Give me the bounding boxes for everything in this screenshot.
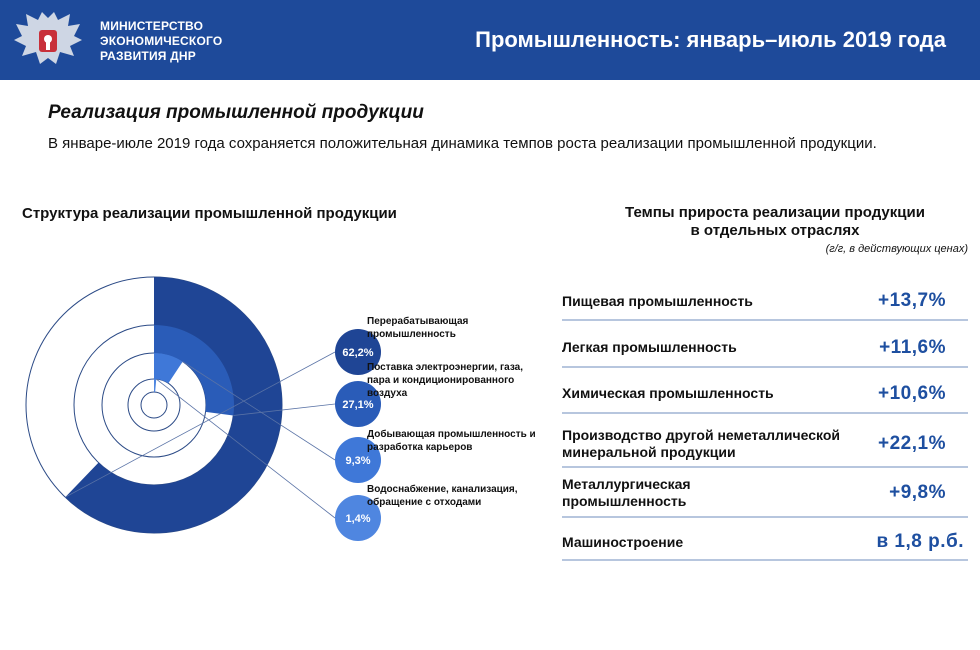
industry-label: Производство другой неметаллической мине… — [562, 427, 841, 460]
page-title: Промышленность: январь–июль 2019 года — [475, 27, 946, 52]
table-row: Металлургическая промышленность +9,8% — [562, 470, 968, 518]
value-label: 62,2% — [342, 347, 373, 359]
radial-bar-chart: 62,2% 27,1% 9,3% 1,4% — [25, 276, 381, 541]
leader-line — [233, 403, 336, 416]
table-row: Легкая промышленность +11,6% — [562, 329, 968, 368]
section-title: Реализация промышленной продукции — [48, 102, 424, 123]
legend-label: Водоснабжение, канализация, обращение с … — [367, 484, 518, 508]
radial-bar — [65, 277, 283, 533]
leader-line — [182, 361, 336, 461]
table-row: Производство другой неметаллической мине… — [562, 422, 968, 468]
industry-label: Пищевая промышленность — [562, 292, 753, 309]
value-circle — [335, 381, 381, 427]
growth-value: +11,6% — [879, 336, 946, 358]
growth-value: +22,1% — [878, 433, 946, 454]
industry-label: Химическая промышленность — [562, 385, 774, 401]
header-bar: МИНИСТЕРСТВО ЭКОНОМИЧЕСКОГО РАЗВИТИЯ ДНР… — [0, 0, 980, 80]
industry-label: Металлургическая промышленность — [562, 476, 691, 509]
radial-bar — [154, 379, 157, 393]
growth-value: в 1,8 р.б. — [876, 531, 964, 552]
industry-label: Легкая промышленность — [562, 339, 737, 355]
ring-outline — [140, 391, 168, 419]
growth-table-subtitle: (г/г, в действующих ценах) — [825, 243, 968, 255]
growth-table-title-line: в отдельных отраслях — [690, 222, 860, 239]
growth-value: +10,6% — [878, 382, 946, 404]
growth-value: +13,7% — [878, 290, 946, 311]
double-headed-eagle-emblem-icon — [14, 12, 82, 64]
growth-table-title-line: Темпы прироста реализации продукции — [625, 204, 925, 221]
value-label: 9,3% — [345, 455, 370, 467]
value-circle — [335, 495, 381, 541]
leader-line — [65, 351, 336, 498]
radial-bar — [154, 325, 234, 416]
table-row: Машиностроение в 1,8 р.б. — [562, 525, 968, 561]
legend-label: Поставка электроэнергии, газа, пара и ко… — [367, 362, 523, 399]
legend-label: Добывающая промышленность и разработка к… — [367, 429, 536, 453]
intro-text: В январе-июле 2019 года сохраняется поло… — [48, 135, 877, 152]
value-label: 1,4% — [345, 513, 370, 525]
table-row: Химическая промышленность +10,6% — [562, 375, 968, 414]
ministry-name: МИНИСТЕРСТВО ЭКОНОМИЧЕСКОГО РАЗВИТИЯ ДНР — [100, 19, 222, 64]
industry-label: Машиностроение — [562, 533, 684, 550]
value-circle — [335, 437, 381, 483]
radial-chart-title: Структура реализации промышленной продук… — [22, 205, 397, 222]
growth-value: +9,8% — [889, 482, 946, 503]
ministry-name-line: МИНИСТЕРСТВО — [100, 19, 204, 33]
legend-label: Перерабатывающая промышленность — [367, 316, 469, 340]
ministry-name-line: ЭКОНОМИЧЕСКОГО — [100, 34, 223, 48]
value-label: 27,1% — [342, 399, 373, 411]
ministry-name-line: РАЗВИТИЯ ДНР — [100, 49, 196, 63]
leader-line — [156, 378, 336, 519]
table-row: Пищевая промышленность +13,7% — [562, 283, 968, 321]
growth-table-title: Темпы прироста реализации продукции в от… — [575, 204, 975, 240]
radial-bar — [154, 353, 183, 384]
value-circle — [335, 329, 381, 375]
